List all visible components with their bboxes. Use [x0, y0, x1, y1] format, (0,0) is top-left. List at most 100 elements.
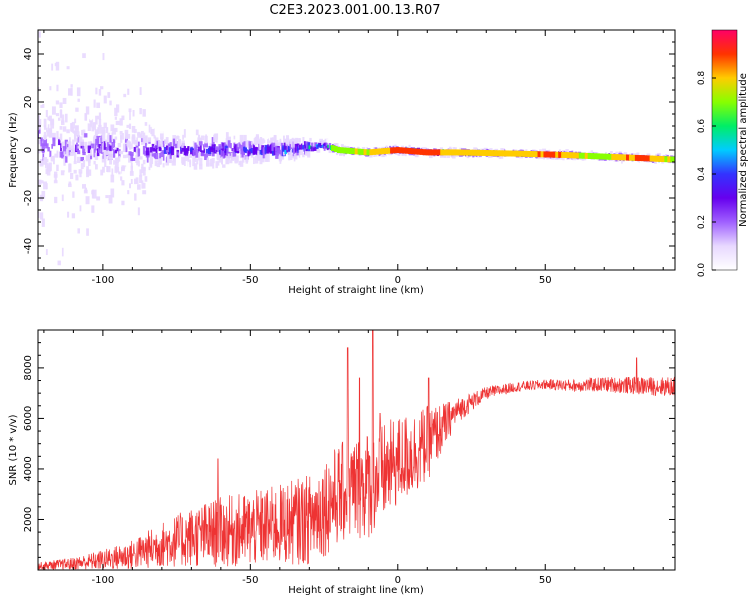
- spectrogram-cell: [59, 133, 63, 141]
- spectrogram-cell: [242, 155, 245, 163]
- spectrogram-cell: [307, 151, 311, 158]
- spectrogram-cell: [302, 145, 305, 150]
- spectrogram-cell: [318, 148, 321, 153]
- spectrogram-cell: [73, 131, 77, 140]
- spectrogram-cell: [116, 172, 119, 179]
- spectrogram-ridge-cell: [661, 156, 666, 163]
- spectrogram-cell: [49, 166, 52, 172]
- spectrogram-cell: [137, 160, 140, 167]
- spectrogram-cell: [94, 164, 98, 170]
- spectrogram-cell: [96, 196, 101, 201]
- spectrogram-cell: [565, 149, 569, 154]
- spectrogram-cell: [72, 191, 75, 198]
- spectrogram-ridge-cell: [413, 148, 418, 155]
- spectrogram-cell: [297, 146, 299, 153]
- spectrogram-cell: [218, 154, 222, 160]
- spectrogram-cell: [54, 63, 57, 67]
- spectrogram-cell: [158, 155, 162, 165]
- spectrogram-cell: [100, 146, 103, 154]
- spectrogram-cell: [107, 132, 111, 137]
- spectrogram-cell: [189, 159, 192, 168]
- spectrogram-cell: [437, 146, 439, 152]
- spectrogram-cell: [50, 155, 54, 162]
- spectrogram-cell: [295, 150, 298, 160]
- spectrogram-cell: [328, 149, 332, 154]
- spectrogram-cell: [75, 130, 79, 137]
- spectrogram-ridge-cell: [546, 151, 550, 158]
- spectrogram-cell: [240, 148, 243, 158]
- spectrogram-cell: [120, 134, 123, 143]
- spectrogram-cell: [182, 134, 185, 140]
- spectrogram-ridge-cell: [345, 147, 350, 154]
- spectrogram-cell: [282, 151, 285, 156]
- spectrogram-cell: [247, 150, 250, 157]
- spectrogram-ridge-cell: [384, 147, 388, 154]
- spectrogram-cell: [176, 151, 179, 156]
- spectrogram-cell: [165, 145, 169, 151]
- spectrogram-cell: [112, 139, 116, 144]
- spectrogram-cell: [77, 131, 80, 138]
- spectrogram-cell: [279, 140, 282, 146]
- spectrogram-cell: [291, 137, 294, 144]
- spectrogram-cell: [43, 131, 47, 141]
- spectrogram-ridge-cell: [673, 156, 675, 163]
- spectrogram-cell: [319, 138, 323, 143]
- spectrogram-cell: [139, 87, 142, 95]
- spectrogram-cell: [280, 156, 285, 160]
- spectrogram-cell: [111, 168, 114, 177]
- spectrogram-cell: [70, 145, 73, 151]
- spectrogram-cell: [195, 144, 199, 149]
- spectrogram-cell: [47, 116, 50, 121]
- spectrogram-ridge-cell: [655, 155, 660, 162]
- spectrogram-cell: [153, 154, 156, 159]
- spectrogram-cell: [54, 174, 57, 182]
- snr-y-tick-label: 6000: [23, 406, 34, 431]
- spectrogram-cell: [215, 149, 218, 154]
- spectrogram-cell: [106, 135, 111, 140]
- spectrogram-cell: [88, 141, 91, 149]
- spectrogram-cell: [68, 88, 72, 96]
- spectrogram-cell: [137, 141, 140, 147]
- spectrogram-cell: [196, 158, 199, 165]
- spectrogram-cell: [56, 84, 59, 92]
- spectrogram-cell: [207, 147, 212, 155]
- spectrogram-cell: [250, 153, 254, 158]
- spectrogram-cell: [255, 134, 259, 139]
- spectrogram-cell: [443, 154, 447, 159]
- spectrogram-cell: [222, 150, 225, 159]
- spectrogram-cell: [217, 160, 220, 166]
- spectrogram-cell: [52, 132, 56, 141]
- spectrogram-cell: [43, 138, 48, 147]
- snr-y-tick-label: 2000: [23, 507, 34, 532]
- spectrogram-cell: [169, 142, 172, 148]
- spectrogram-cell: [489, 148, 493, 152]
- spectrogram-cell: [500, 148, 503, 153]
- spectrogram-cell: [343, 152, 345, 157]
- spectrogram-ridge-cell: [407, 147, 412, 154]
- spectrogram-cell: [38, 126, 41, 134]
- spectrogram-cell: [211, 137, 215, 146]
- spectrogram-cell: [214, 144, 216, 151]
- spectrogram-cell: [264, 154, 268, 162]
- spectrogram-cell: [100, 141, 103, 149]
- spectrogram-cell: [414, 154, 419, 158]
- spectrogram-cell: [273, 134, 277, 143]
- spectrogram-ridge-cell: [611, 153, 615, 160]
- spectrogram-cell: [259, 137, 263, 145]
- spectrogram-cell: [97, 127, 100, 135]
- spectrogram-ridge-cell: [484, 150, 489, 156]
- spectrogram-cell: [118, 155, 121, 162]
- spectrogram-cell: [211, 144, 215, 150]
- spectrogram-cell: [128, 144, 132, 150]
- spectrogram-cell: [263, 138, 266, 144]
- spectrogram-ridge-cell: [608, 153, 612, 160]
- spectrogram-cell: [93, 135, 96, 144]
- spectrogram-cell: [169, 158, 173, 164]
- spectrogram-cell: [61, 194, 64, 202]
- spectrogram-cell: [164, 139, 167, 145]
- spectrogram-ridge-cell: [575, 152, 580, 159]
- snr-x-tick-label: 50: [539, 575, 552, 586]
- spectrogram-cell: [183, 129, 186, 138]
- spectrogram-cell: [243, 141, 247, 150]
- spectrogram-cell: [137, 184, 141, 190]
